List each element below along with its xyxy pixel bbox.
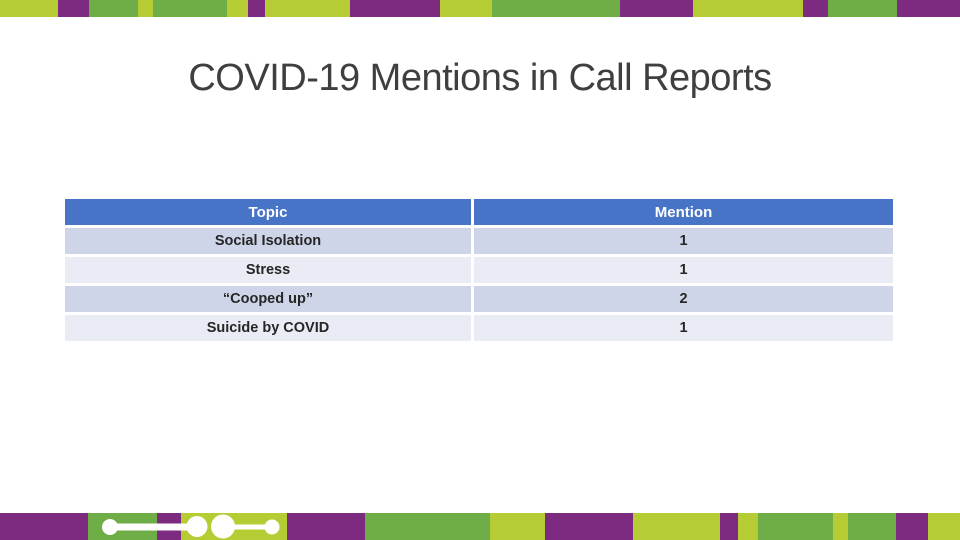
bottom-decorative-bar [0,513,960,540]
bar-segment-lime [633,513,720,540]
bar-segment-lime [265,0,350,17]
bar-segment-lime [0,0,58,17]
topic-cell: Social Isolation [65,228,471,254]
bar-segment-lime [693,0,803,17]
bar-segment-purple [58,0,89,17]
column-header-topic: Topic [65,199,471,225]
bar-segment-lime [490,513,545,540]
mentions-table: Topic Mention Social Isolation 1 Stress 1 “Coo… [65,199,893,341]
topic-cell: “Cooped up” [65,286,471,312]
bar-segment-green [492,0,620,17]
bar-segment-purple [803,0,828,17]
bar-segment-green [848,513,896,540]
bar-segment-purple [0,513,88,540]
slide-title: COVID-19 Mentions in Call Reports [188,57,772,99]
link-ornament-icon [102,514,280,539]
bar-segment-lime [138,0,153,17]
bar-segment-purple [896,513,928,540]
bar-segment-green [89,0,138,17]
bar-segment-lime [833,513,848,540]
mention-cell: 2 [474,286,893,312]
bar-segment-purple [897,0,960,17]
topic-cell: Suicide by COVID [65,315,471,341]
bar-segment-lime [928,513,960,540]
bar-segment-lime [227,0,248,17]
topic-cell: Stress [65,257,471,283]
column-header-mention: Mention [474,199,893,225]
bar-segment-green [365,513,490,540]
bar-segment-lime [440,0,492,17]
bar-segment-purple [720,513,738,540]
mention-cell: 1 [474,257,893,283]
bar-segment-purple [350,0,440,17]
mention-cell: 1 [474,315,893,341]
bar-segment-purple [545,513,633,540]
bar-segment-purple [620,0,693,17]
mention-cell: 1 [474,228,893,254]
bar-segment-green [758,513,833,540]
top-decorative-bar [0,0,960,17]
bar-segment-green [153,0,227,17]
bar-segment-purple [248,0,265,17]
bar-segment-purple [287,513,365,540]
bar-segment-green [828,0,897,17]
bar-segment-lime [738,513,758,540]
